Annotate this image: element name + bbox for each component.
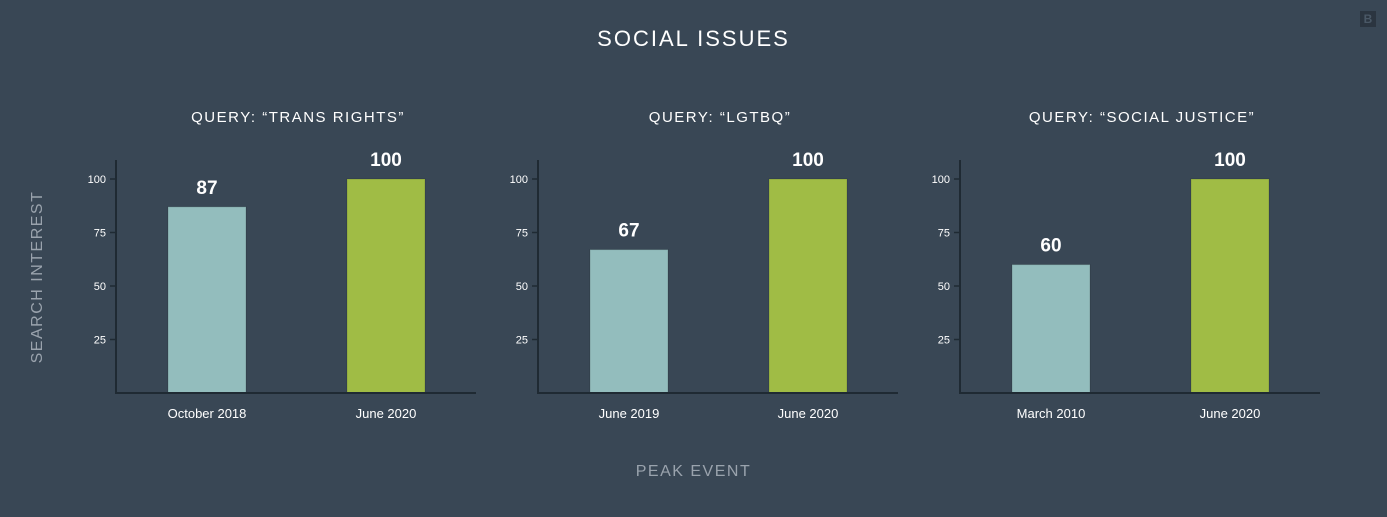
bar (1190, 178, 1270, 394)
y-tick-label: 75 (516, 228, 528, 240)
bar (1011, 264, 1091, 394)
y-tick-label: 25 (94, 335, 106, 347)
bar-value-label: 87 (196, 178, 217, 199)
panel-title: QUERY: “LGTBQ” (649, 109, 791, 126)
x-tick-label: June 2019 (599, 406, 660, 421)
x-tick-label: June 2020 (1200, 406, 1261, 421)
y-tick-label: 50 (516, 281, 528, 293)
y-axis-label: SEARCH INTEREST (29, 190, 46, 364)
x-tick-label: June 2020 (778, 406, 839, 421)
bar (346, 178, 426, 394)
bar (589, 249, 669, 394)
bar (167, 206, 247, 394)
y-tick-label: 50 (94, 281, 106, 293)
panel-title: QUERY: “TRANS RIGHTS” (191, 109, 405, 126)
bar-value-label: 100 (1214, 150, 1246, 171)
x-axis-label: PEAK EVENT (635, 463, 752, 480)
y-tick-label: 25 (516, 335, 528, 347)
bar-value-label: 100 (792, 150, 824, 171)
bar-value-label: 60 (1040, 236, 1061, 257)
y-tick-label: 100 (932, 174, 950, 186)
y-tick-label: 75 (938, 228, 950, 240)
bar-chart-panel: QUERY: “SOCIAL JUSTICE” 25 50 75 100 60 March … (932, 109, 1320, 421)
bar-chart-panel: QUERY: “LGTBQ” 25 50 75 100 67 June 2019 100 Jun… (510, 109, 898, 421)
bar-value-label: 100 (370, 150, 402, 171)
y-tick-label: 75 (94, 228, 106, 240)
panel-title: QUERY: “SOCIAL JUSTICE” (1029, 109, 1255, 126)
y-tick-label: 100 (88, 174, 106, 186)
x-tick-label: June 2020 (356, 406, 417, 421)
bar-value-label: 67 (618, 221, 639, 242)
y-tick-label: 50 (938, 281, 950, 293)
bar-chart-panel: QUERY: “TRANS RIGHTS” 25 50 75 100 87 October … (88, 109, 476, 421)
y-tick-label: 100 (510, 174, 528, 186)
x-tick-label: October 2018 (168, 406, 247, 421)
bar (768, 178, 848, 394)
figure-title: SOCIAL ISSUES (597, 26, 790, 51)
y-tick-label: 25 (938, 335, 950, 347)
x-tick-label: March 2010 (1017, 406, 1086, 421)
brand-logo: B (1360, 11, 1376, 27)
